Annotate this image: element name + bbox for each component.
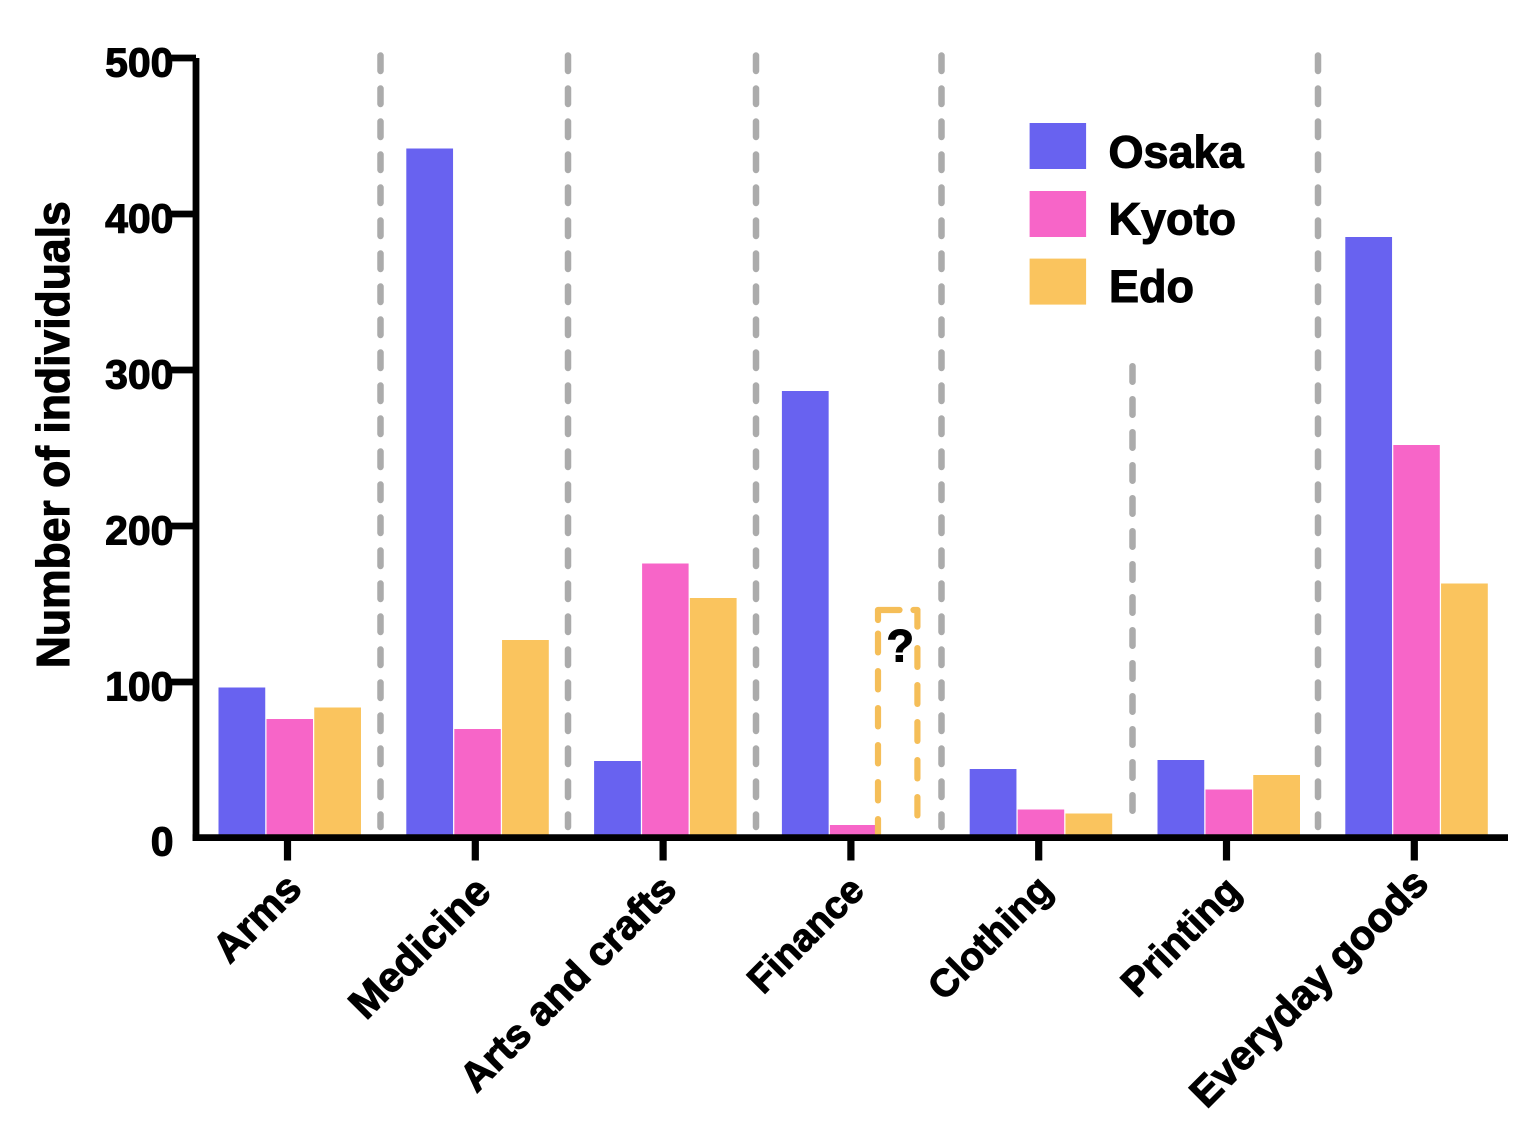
svg-text:400: 400 xyxy=(105,196,173,242)
svg-text:Osaka: Osaka xyxy=(1109,127,1245,178)
svg-text:300: 300 xyxy=(105,352,173,398)
svg-text:Kyoto: Kyoto xyxy=(1109,193,1237,244)
svg-text:Edo: Edo xyxy=(1109,261,1194,312)
svg-text:0: 0 xyxy=(151,819,174,865)
svg-text:?: ? xyxy=(887,620,915,671)
svg-text:Number of individuals: Number of individuals xyxy=(27,201,79,668)
svg-text:200: 200 xyxy=(105,508,173,554)
svg-text:100: 100 xyxy=(105,664,173,710)
svg-text:500: 500 xyxy=(105,40,173,86)
